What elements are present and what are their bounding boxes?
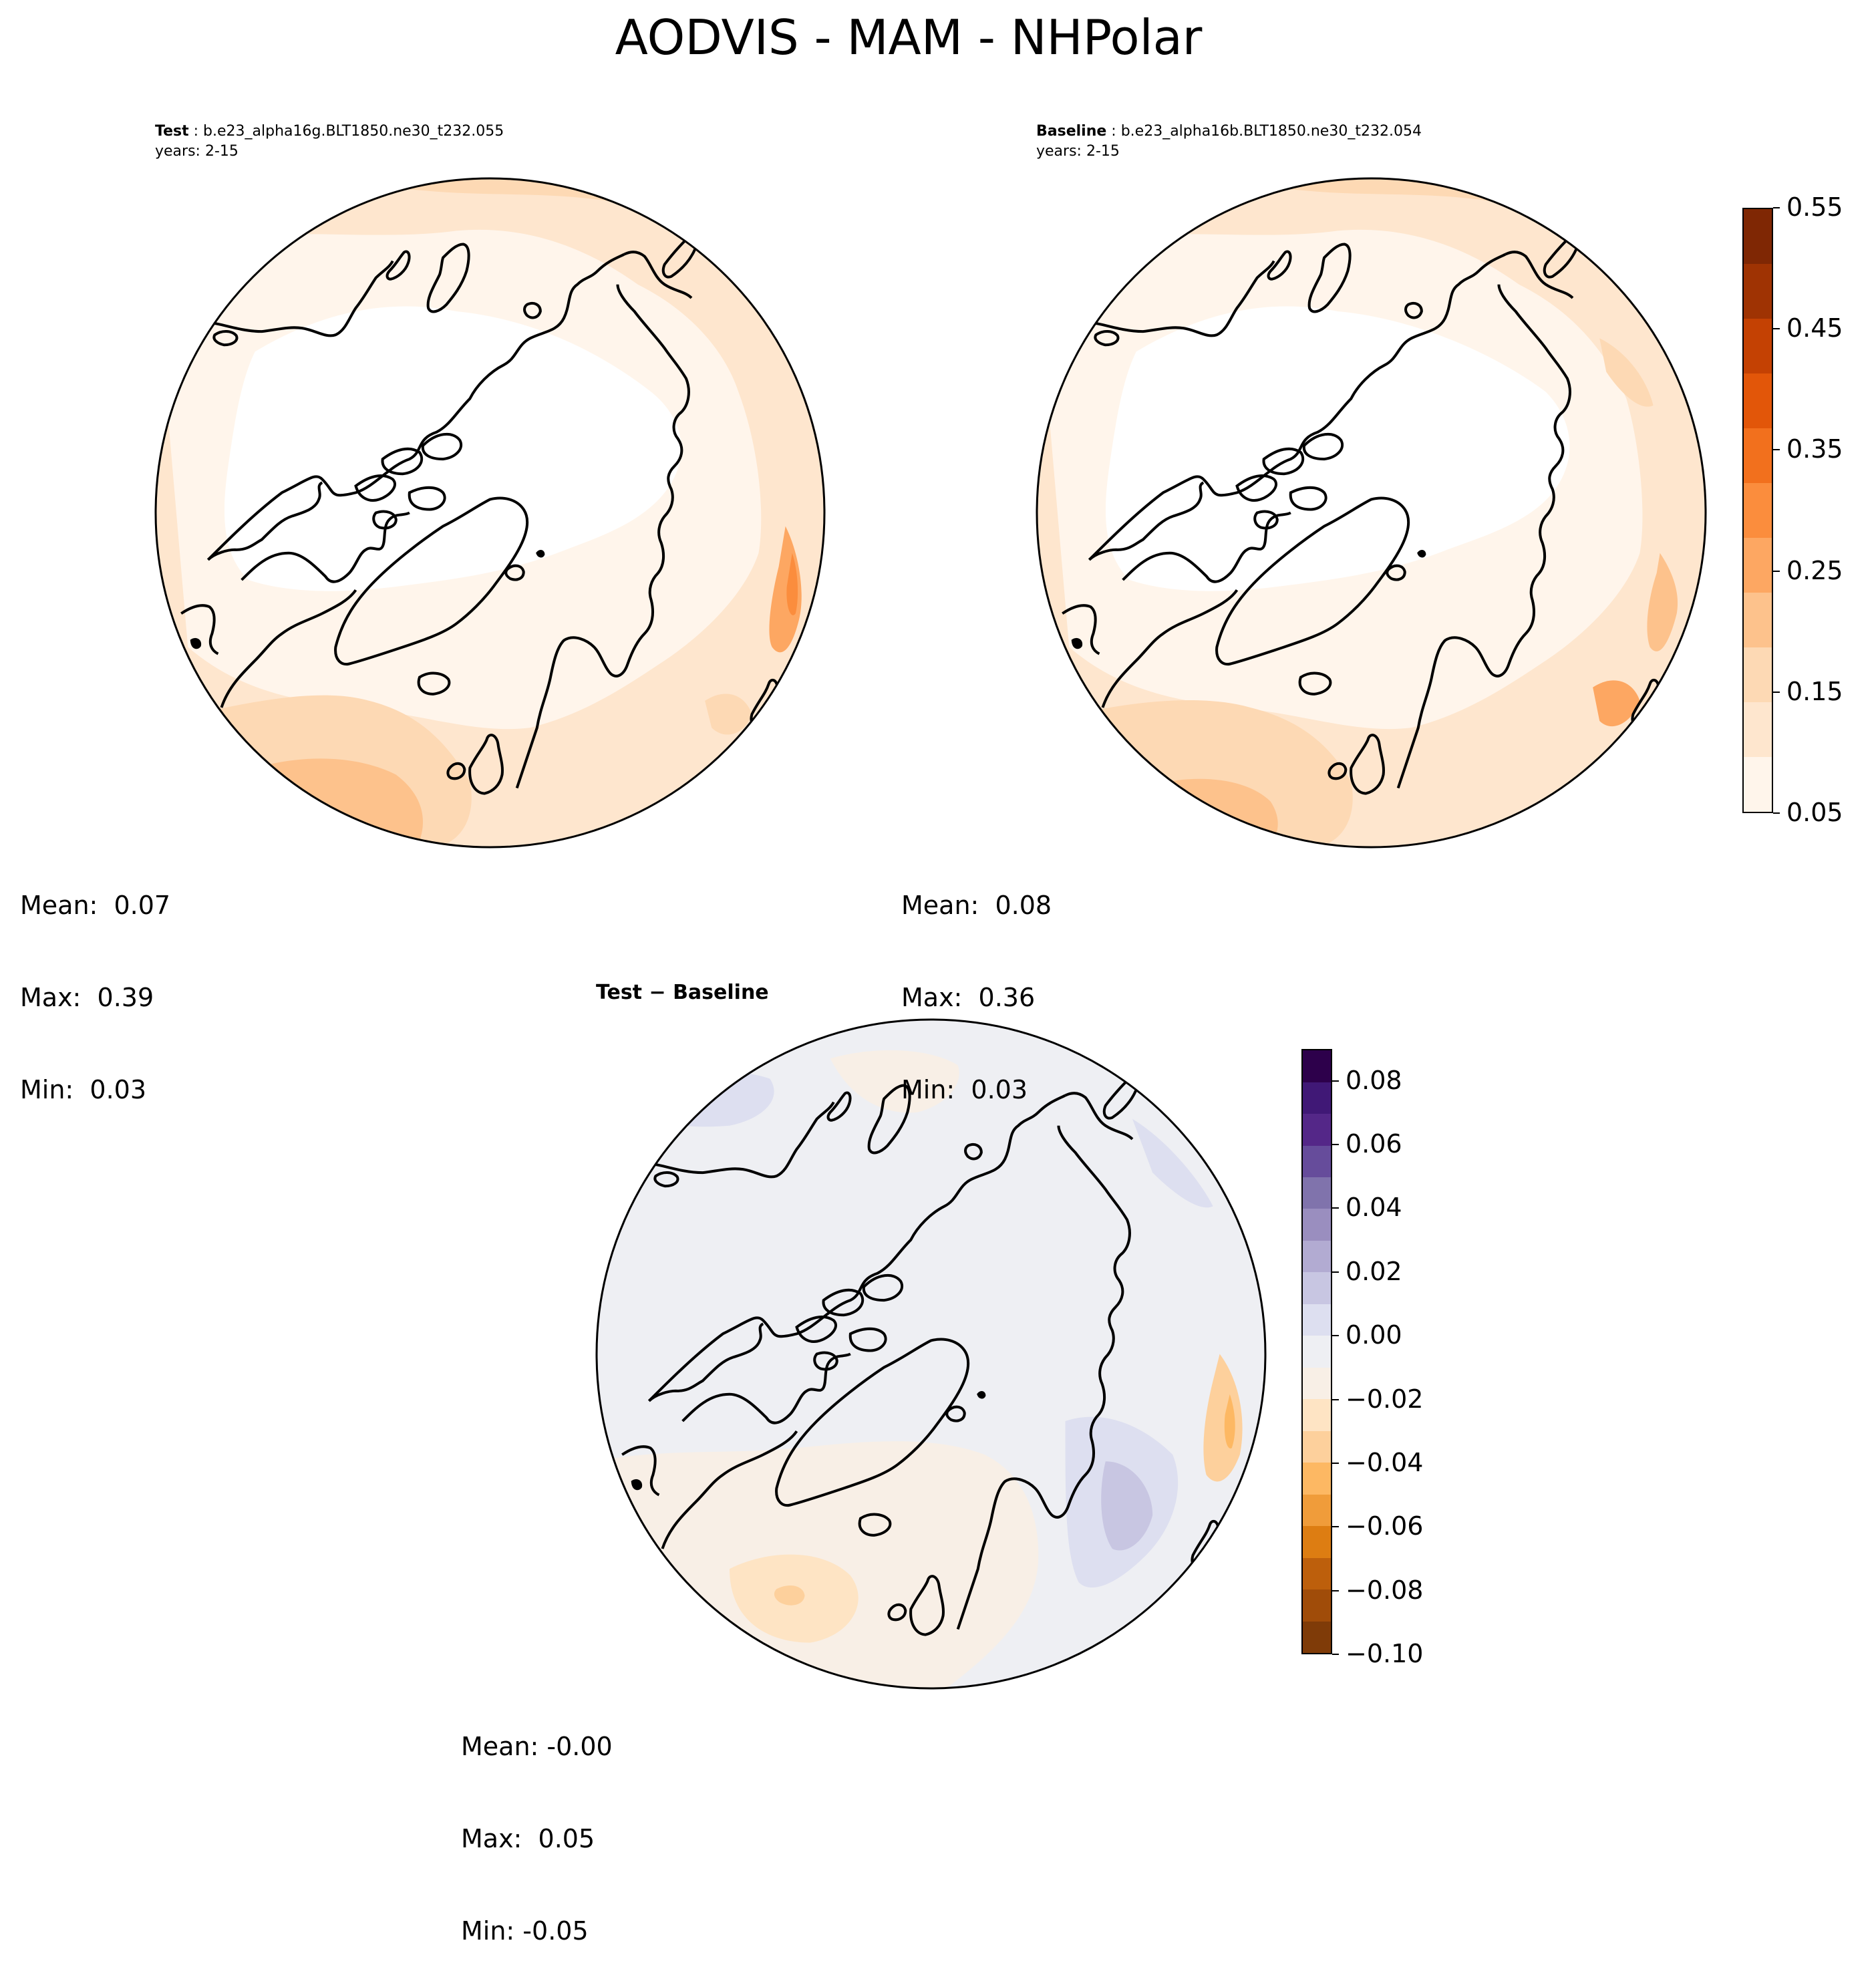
colorbar-tick-mark [1773, 570, 1780, 572]
colorbar-tick-mark [1773, 328, 1780, 330]
colorbar-segment [1303, 1336, 1331, 1368]
colorbar-tick-mark [1332, 1526, 1339, 1528]
colorbar-tick-label: 0.06 [1346, 1129, 1402, 1159]
colorbar-segment [1303, 1082, 1331, 1114]
colorbar-tick-mark [1332, 1207, 1339, 1209]
colorbar-tick-label: 0.00 [1346, 1320, 1402, 1350]
colorbar-tick-label: 0.45 [1786, 313, 1843, 343]
baseline-case-header: Baseline : b.e23_alpha16b.BLT1850.ne30_t… [1036, 122, 1422, 162]
colorbar-tick-mark [1773, 812, 1780, 814]
colorbar-segment [1744, 209, 1772, 264]
colorbar-tick-label: −0.02 [1346, 1384, 1424, 1414]
colorbar-tick-label: −0.04 [1346, 1447, 1424, 1477]
baseline-years: years: 2-15 [1036, 143, 1120, 160]
colorbar-tick-mark [1773, 207, 1780, 208]
colorbar-segment [1744, 757, 1772, 812]
colorbar-segment [1303, 1114, 1331, 1146]
test-min: Min: 0.03 [20, 1075, 146, 1104]
colorbar-segment [1303, 1589, 1331, 1622]
test-max: Max: 0.39 [20, 983, 154, 1012]
colorbar-segment [1744, 593, 1772, 647]
main-colorbar [1742, 208, 1773, 813]
colorbar-segment [1744, 264, 1772, 319]
colorbar-segment [1303, 1177, 1331, 1209]
colorbar-tick-label: −0.10 [1346, 1639, 1424, 1668]
colorbar-tick-mark [1332, 1462, 1339, 1464]
colorbar-segment [1303, 1050, 1331, 1082]
baseline-stats: Mean: 0.08 Max: 0.36 Min: 0.03 [901, 828, 1052, 1136]
colorbar-segment [1303, 1240, 1331, 1273]
colorbar-segment [1303, 1494, 1331, 1527]
colorbar-tick-label: 0.25 [1786, 555, 1843, 585]
colorbar-tick-label: 0.55 [1786, 192, 1843, 222]
colorbar-segment [1303, 1209, 1331, 1241]
colorbar-segment [1303, 1526, 1331, 1558]
colorbar-segment [1744, 483, 1772, 538]
baseline-label: Baseline [1036, 123, 1107, 140]
diff-polar-map [595, 1018, 1267, 1690]
diff-min: Min: -0.05 [461, 1916, 589, 1946]
baseline-max: Max: 0.36 [901, 983, 1036, 1012]
test-stats: Mean: 0.07 Max: 0.39 Min: 0.03 [20, 828, 170, 1136]
colorbar-tick-label: 0.02 [1346, 1256, 1402, 1286]
colorbar-segment [1303, 1399, 1331, 1431]
colorbar-segment [1303, 1621, 1331, 1653]
colorbar-tick-mark [1332, 1144, 1339, 1146]
colorbar-tick-label: −0.08 [1346, 1575, 1424, 1605]
colorbar-segment [1303, 1557, 1331, 1590]
test-mean: Mean: 0.07 [20, 891, 171, 920]
diff-title-baseline: Baseline [673, 981, 769, 1004]
colorbar-segment [1744, 373, 1772, 428]
colorbar-tick-mark [1332, 1589, 1339, 1591]
colorbar-segment [1303, 1463, 1331, 1495]
colorbar-tick-label: 0.05 [1786, 798, 1843, 827]
colorbar-tick-label: 0.15 [1786, 676, 1843, 706]
diff-max: Max: 0.05 [461, 1824, 595, 1853]
baseline-case-name: b.e23_alpha16b.BLT1850.ne30_t232.054 [1120, 123, 1422, 140]
baseline-min: Min: 0.03 [901, 1075, 1028, 1104]
colorbar-tick-mark [1773, 691, 1780, 693]
diff-panel-title: Test − Baseline [596, 981, 769, 1004]
test-label: Test [155, 123, 189, 140]
diff-title-separator: − [642, 981, 673, 1004]
test-years: years: 2-15 [155, 143, 239, 160]
colorbar-segment [1303, 1272, 1331, 1304]
colorbar-segment [1744, 319, 1772, 373]
colorbar-segment [1303, 1304, 1331, 1336]
colorbar-segment [1744, 538, 1772, 593]
colorbar-tick-label: 0.04 [1346, 1193, 1402, 1223]
colorbar-segment [1744, 428, 1772, 483]
colorbar-segment [1303, 1145, 1331, 1177]
colorbar-segment [1744, 702, 1772, 757]
colorbar-tick-label: 0.35 [1786, 434, 1843, 464]
colorbar-segment [1303, 1430, 1331, 1463]
diff-title-test: Test [596, 981, 643, 1004]
colorbar-tick-mark [1773, 449, 1780, 451]
test-case-name: b.e23_alpha16g.BLT1850.ne30_t232.055 [203, 123, 504, 140]
diff-colorbar [1301, 1049, 1332, 1654]
colorbar-tick-label: 0.08 [1346, 1065, 1402, 1095]
colorbar-tick-label: −0.06 [1346, 1511, 1424, 1541]
figure-title: AODVIS - MAM - NHPolar [615, 9, 1203, 65]
test-case-header: Test : b.e23_alpha16g.BLT1850.ne30_t232.… [155, 122, 504, 162]
colorbar-tick-mark [1332, 1654, 1339, 1655]
test-polar-map [154, 177, 826, 849]
colorbar-segment [1303, 1367, 1331, 1400]
colorbar-segment [1744, 647, 1772, 702]
baseline-mean: Mean: 0.08 [901, 891, 1052, 920]
colorbar-tick-mark [1332, 1080, 1339, 1082]
colorbar-tick-mark [1332, 1398, 1339, 1400]
diff-mean: Mean: -0.00 [461, 1732, 613, 1761]
colorbar-tick-mark [1332, 1271, 1339, 1273]
baseline-polar-map [1036, 177, 1707, 849]
diff-stats: Mean: -0.00 Max: 0.05 Min: -0.05 [461, 1670, 613, 1977]
colorbar-tick-mark [1332, 1335, 1339, 1337]
